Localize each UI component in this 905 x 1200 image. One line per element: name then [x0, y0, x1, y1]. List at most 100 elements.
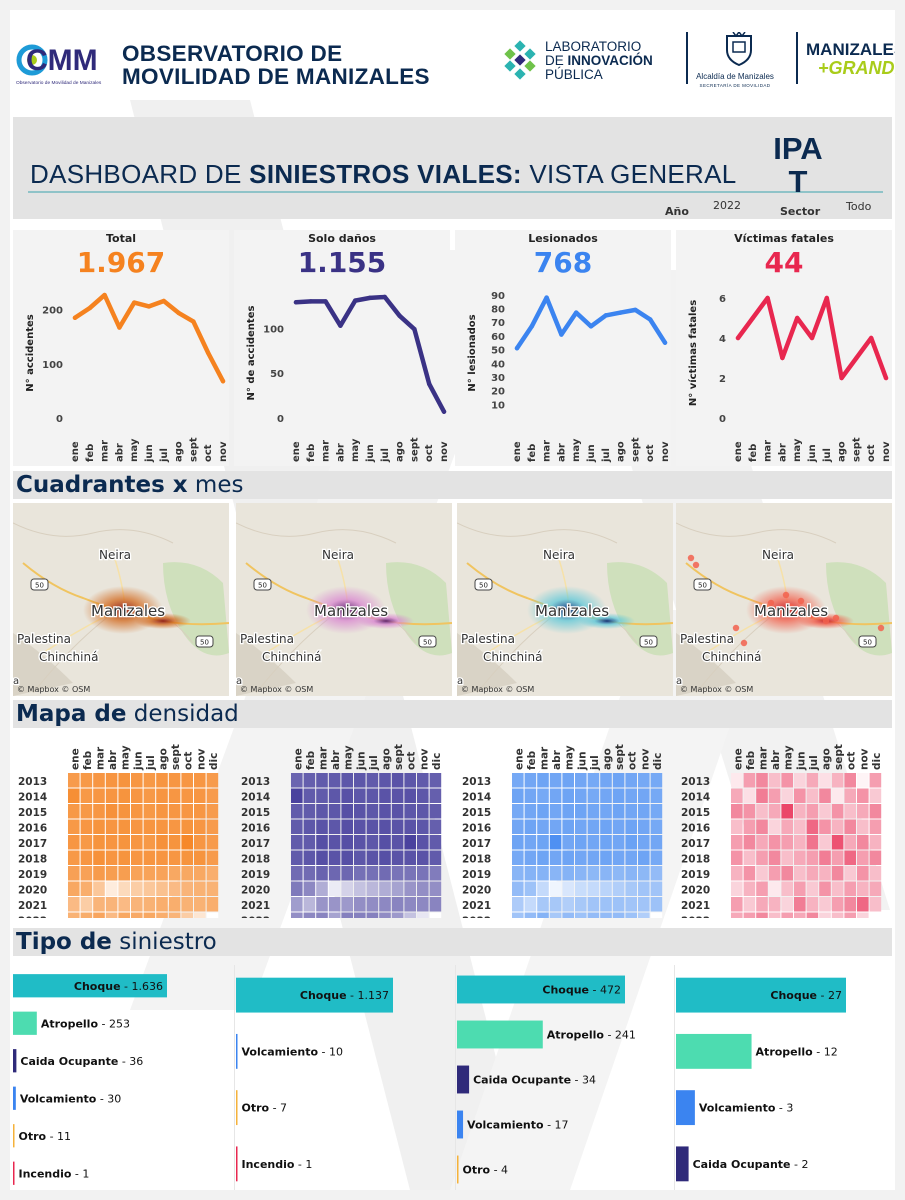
- heatmap-cell[interactable]: [512, 866, 524, 881]
- heatmap-cell[interactable]: [328, 912, 341, 919]
- heatmap-cell[interactable]: [549, 835, 562, 850]
- bar[interactable]: [13, 1049, 17, 1073]
- heatmap-cell[interactable]: [844, 819, 856, 835]
- heatmap-cell[interactable]: [806, 897, 819, 912]
- heatmap-cell[interactable]: [600, 850, 612, 866]
- heatmap-cell[interactable]: [575, 850, 587, 866]
- heatmap-cell[interactable]: [857, 912, 869, 919]
- map-credit[interactable]: © Mapbox © OSM: [240, 685, 313, 694]
- heatmap-cell[interactable]: [600, 912, 612, 919]
- heatmap-cell[interactable]: [379, 773, 391, 788]
- heatmap-cell[interactable]: [80, 819, 93, 835]
- heatmap-cell[interactable]: [857, 881, 869, 897]
- heatmap-cell[interactable]: [417, 866, 429, 881]
- map-credit[interactable]: © Mapbox © OSM: [461, 685, 534, 694]
- heatmap-cell[interactable]: [844, 788, 856, 804]
- heatmap-cell[interactable]: [366, 773, 379, 788]
- data-point[interactable]: [117, 325, 122, 330]
- heatmap-cell[interactable]: [743, 835, 756, 850]
- heatmap-cell[interactable]: [844, 773, 856, 788]
- heatmap-cell[interactable]: [303, 897, 316, 912]
- heatmap-cell[interactable]: [303, 773, 316, 788]
- heatmap-cell[interactable]: [303, 835, 316, 850]
- heatmap-cell[interactable]: [731, 819, 743, 835]
- heatmap-cell[interactable]: [366, 850, 379, 866]
- heatmap-cell[interactable]: [168, 788, 181, 804]
- heatmap-cell[interactable]: [743, 819, 756, 835]
- data-point[interactable]: [603, 313, 608, 318]
- data-point[interactable]: [765, 295, 770, 301]
- heatmap-cell[interactable]: [417, 804, 429, 819]
- heatmap-cell[interactable]: [181, 788, 193, 804]
- heatmap-cell[interactable]: [316, 819, 328, 835]
- heatmap-cell[interactable]: [562, 773, 574, 788]
- heatmap-cell[interactable]: [638, 804, 650, 819]
- heatmap-cell[interactable]: [354, 788, 366, 804]
- heatmap-cell[interactable]: [575, 819, 587, 835]
- heatmap-cell[interactable]: [354, 897, 366, 912]
- heatmap-cell[interactable]: [524, 912, 537, 919]
- heatmap-cell[interactable]: [537, 835, 549, 850]
- heatmap-cell[interactable]: [417, 788, 429, 804]
- heatmap-cell[interactable]: [143, 819, 156, 835]
- heatmap-cell[interactable]: [156, 804, 168, 819]
- heatmap-cell[interactable]: [819, 897, 831, 912]
- data-point[interactable]: [514, 346, 520, 351]
- heatmap-cell[interactable]: [831, 835, 844, 850]
- data-point[interactable]: [780, 355, 785, 361]
- incident-dot[interactable]: [797, 597, 805, 605]
- heatmap-cell[interactable]: [328, 788, 341, 804]
- heatmap-cell[interactable]: [806, 866, 819, 881]
- heatmap-cell[interactable]: [379, 866, 391, 881]
- heatmap-cell[interactable]: [831, 773, 844, 788]
- heatmap-cell[interactable]: [768, 897, 781, 912]
- heatmap-cell[interactable]: [105, 850, 118, 866]
- heatmap-cell[interactable]: [93, 881, 105, 897]
- heatmap-cell[interactable]: [143, 850, 156, 866]
- heatmap-cell[interactable]: [612, 866, 625, 881]
- heatmap-cell[interactable]: [600, 788, 612, 804]
- heatmap-cell[interactable]: [328, 835, 341, 850]
- heatmap-cell[interactable]: [168, 819, 181, 835]
- heatmap-cell[interactable]: [303, 881, 316, 897]
- heatmap-cell[interactable]: [303, 850, 316, 866]
- heatmap-cell[interactable]: [429, 835, 442, 850]
- heatmap-cell[interactable]: [869, 866, 882, 881]
- map-credit[interactable]: © Mapbox © OSM: [17, 685, 90, 694]
- heatmap-cell[interactable]: [512, 850, 524, 866]
- heatmap-cell[interactable]: [625, 788, 637, 804]
- bar[interactable]: [457, 1155, 459, 1184]
- heatmap-cell[interactable]: [537, 897, 549, 912]
- bar[interactable]: [676, 1033, 752, 1069]
- heatmap-cell[interactable]: [206, 897, 219, 912]
- heatmap-cell[interactable]: [379, 881, 391, 897]
- heatmap-cell[interactable]: [575, 881, 587, 897]
- heatmap-cell[interactable]: [794, 866, 806, 881]
- heatmap-cell[interactable]: [194, 850, 206, 866]
- data-point[interactable]: [382, 294, 387, 300]
- heatmap-cell[interactable]: [391, 850, 404, 866]
- incident-dot[interactable]: [807, 611, 815, 619]
- heatmap-cell[interactable]: [806, 835, 819, 850]
- heatmap-cell[interactable]: [156, 881, 168, 897]
- heatmap-cell[interactable]: [341, 804, 353, 819]
- data-point[interactable]: [869, 335, 874, 341]
- heatmap-cell[interactable]: [105, 773, 118, 788]
- heatmap-cell[interactable]: [794, 897, 806, 912]
- heatmap-cell[interactable]: [869, 773, 882, 788]
- heatmap-cell[interactable]: [768, 881, 781, 897]
- heatmap-cell[interactable]: [638, 788, 650, 804]
- heatmap-cell[interactable]: [417, 773, 429, 788]
- heatmap-cell[interactable]: [181, 819, 193, 835]
- heatmap-cell[interactable]: [794, 788, 806, 804]
- heatmap-cell[interactable]: [743, 897, 756, 912]
- heatmap-cell[interactable]: [168, 912, 181, 919]
- heatmap-cell[interactable]: [562, 850, 574, 866]
- heatmap-cell[interactable]: [404, 866, 416, 881]
- heatmap-cell[interactable]: [316, 881, 328, 897]
- heatmap-cell[interactable]: [869, 819, 882, 835]
- heatmap-cell[interactable]: [781, 835, 793, 850]
- heatmap-cell[interactable]: [600, 773, 612, 788]
- heatmap-cell[interactable]: [156, 773, 168, 788]
- heatmap-cell[interactable]: [869, 804, 882, 819]
